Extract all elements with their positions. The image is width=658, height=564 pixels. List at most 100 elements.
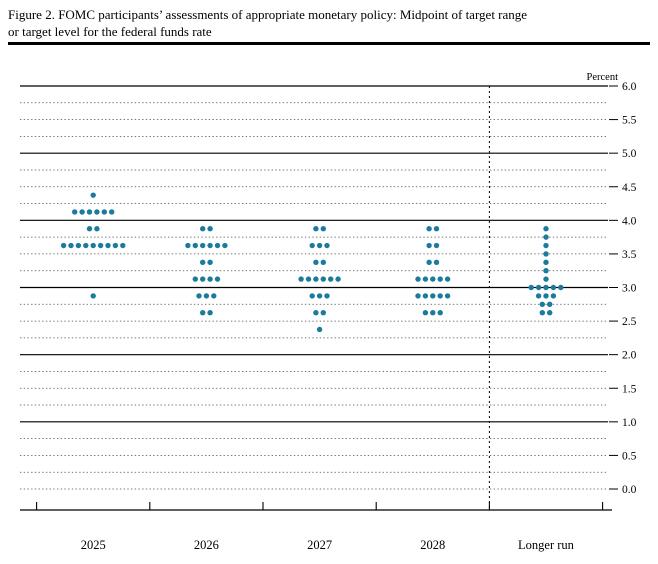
participant-dot <box>547 301 553 307</box>
participant-dot <box>535 293 542 299</box>
participant-dot <box>101 209 108 215</box>
y-tick-label: 4.5 <box>622 182 637 194</box>
participant-dot <box>203 293 210 299</box>
y-tick-label: 5.0 <box>622 148 637 160</box>
participant-dot <box>90 242 96 249</box>
participant-dot <box>426 242 432 249</box>
participant-dot <box>207 226 213 232</box>
participant-dot <box>433 226 440 232</box>
participant-dot <box>75 242 82 249</box>
participant-dot <box>200 242 206 249</box>
participant-dot <box>437 309 443 316</box>
participant-dot <box>192 242 198 249</box>
participant-dot <box>316 242 323 249</box>
participant-dot <box>437 293 443 299</box>
participant-dot <box>86 226 93 232</box>
participant-dot <box>90 293 96 299</box>
participant-dot <box>207 259 213 266</box>
participant-dot <box>320 226 326 232</box>
participant-dot <box>422 276 429 282</box>
participant-dot <box>316 326 323 333</box>
participant-dot <box>426 226 432 232</box>
y-tick-label: 4.0 <box>622 215 637 227</box>
participant-dot <box>112 242 119 249</box>
y-tick-label: 3.5 <box>622 249 637 261</box>
participant-dot <box>214 276 221 282</box>
participant-dot <box>324 293 330 299</box>
participant-dot <box>543 242 549 249</box>
participant-dot <box>543 259 549 266</box>
participant-dot <box>214 242 221 249</box>
x-category-label: 2028 <box>420 538 445 552</box>
participant-dot <box>185 242 191 249</box>
participant-dot <box>313 226 319 232</box>
y-tick-label: 3.0 <box>622 283 637 295</box>
participant-dot <box>324 242 330 249</box>
participant-dot <box>543 284 549 291</box>
participant-dot <box>309 293 315 299</box>
participant-dot <box>200 309 206 316</box>
participant-dot <box>313 276 319 282</box>
participant-dot <box>422 293 429 299</box>
participant-dot <box>430 309 436 316</box>
participant-dot <box>539 309 545 316</box>
participant-dot <box>430 276 436 282</box>
participant-dot <box>86 209 93 215</box>
participant-dot <box>426 259 432 266</box>
participant-dot <box>543 251 549 257</box>
participant-dot <box>422 309 429 316</box>
participant-dot <box>72 209 78 215</box>
x-category-label: Longer run <box>518 538 575 552</box>
figure-title-line2: or target level for the federal funds ra… <box>8 24 212 39</box>
participant-dot <box>550 284 557 291</box>
participant-dot <box>547 309 553 316</box>
participant-dot <box>543 226 549 232</box>
participant-dot <box>222 242 228 249</box>
figure-title-line1: Figure 2. FOMC participants’ assessments… <box>8 7 528 22</box>
participant-dot <box>105 242 111 249</box>
participant-dot <box>543 234 549 240</box>
participant-dot <box>109 209 115 215</box>
participant-dot <box>90 192 96 198</box>
participant-dot <box>558 284 564 291</box>
participant-dot <box>313 259 319 266</box>
y-tick-label: 1.5 <box>622 383 637 395</box>
participant-dot <box>192 276 198 282</box>
y-tick-label: 5.5 <box>622 115 637 127</box>
participant-dot <box>200 259 206 266</box>
participant-dot <box>94 209 100 215</box>
x-category-label: 2026 <box>194 538 219 552</box>
y-tick-label: 6.0 <box>622 81 637 93</box>
participant-dot <box>196 293 202 299</box>
figure-title: Figure 2. FOMC participants’ assessments… <box>8 6 652 40</box>
participant-dot <box>437 276 443 282</box>
participant-dot <box>415 276 421 282</box>
participant-dot <box>79 209 85 215</box>
participant-dot <box>120 242 126 249</box>
participant-dot <box>444 276 451 282</box>
participant-dot <box>200 276 206 282</box>
participant-dot <box>207 309 213 316</box>
participant-dot <box>207 276 213 282</box>
title-divider-rule <box>8 42 650 45</box>
participant-dot <box>211 293 217 299</box>
participant-dot <box>543 276 549 282</box>
participant-dot <box>543 293 549 299</box>
participant-dot <box>320 276 326 282</box>
participant-dot <box>298 276 304 282</box>
x-category-label: 2025 <box>81 538 106 552</box>
participant-dot <box>309 242 315 249</box>
participant-dot <box>528 284 534 291</box>
participant-dot <box>433 259 440 266</box>
y-tick-label: 0.0 <box>622 484 637 496</box>
participant-dot <box>60 242 67 249</box>
y-tick-label: 2.0 <box>622 350 637 362</box>
participant-dot <box>543 268 549 274</box>
participant-dot <box>535 284 542 291</box>
participant-dot <box>433 242 440 249</box>
participant-dot <box>539 301 545 307</box>
participant-dot <box>200 226 206 232</box>
participant-dot <box>430 293 436 299</box>
